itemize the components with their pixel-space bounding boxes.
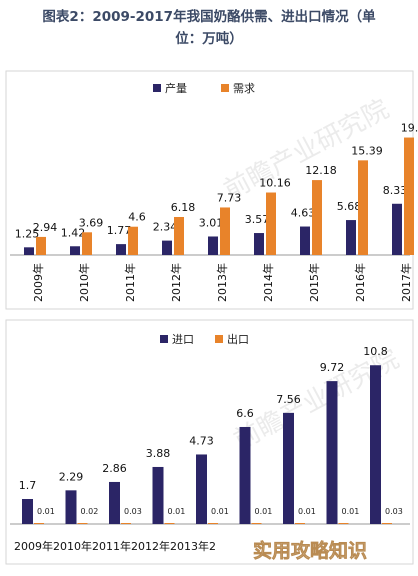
data-label-进口-2016年: 9.72 [320, 361, 345, 374]
data-label-产量-2014年: 3.57 [245, 213, 270, 226]
data-label-需求-2016年: 15.39 [351, 144, 383, 157]
legend-label-1: 需求 [233, 82, 255, 95]
data-label-出口-2014年: 0.01 [255, 507, 273, 516]
data-label-进口-2009年: 1.7 [19, 479, 37, 492]
bar-产量-2011年 [116, 244, 126, 255]
data-label-需求-2017年: 19.1 [401, 122, 418, 135]
legend-swatch-0 [153, 84, 161, 92]
data-label-进口-2013年: 4.73 [189, 434, 214, 447]
data-label-出口-2013年: 0.01 [211, 507, 229, 516]
bar-出口-2013年 [208, 523, 218, 524]
data-label-需求-2013年: 7.73 [217, 191, 242, 204]
legend2-label-1: 出口 [227, 332, 249, 346]
data-label-出口-2009年: 0.01 [37, 507, 55, 516]
bar-进口-2013年 [196, 454, 207, 524]
data-label-进口-2012年: 3.88 [146, 447, 171, 460]
data-label-产量-2017年: 8.33 [383, 184, 408, 197]
legend2-swatch-0 [160, 335, 168, 343]
bar-出口-2012年 [165, 523, 175, 524]
panel-1-frame [6, 71, 413, 309]
data-label-需求-2009年: 2.94 [33, 221, 58, 234]
x-tick-2009年: 2009年 [31, 263, 45, 302]
legend-swatch-1 [221, 84, 229, 92]
data-label-出口-2011年: 0.03 [124, 507, 142, 516]
data-label-进口-2011年: 2.86 [102, 462, 127, 475]
bar-需求-2010年 [82, 232, 92, 255]
bar-需求-2016年 [358, 160, 368, 255]
bar-需求-2013年 [220, 207, 230, 255]
data-label-产量-2013年: 3.01 [199, 216, 224, 229]
bar-需求-2014年 [266, 193, 276, 255]
data-label-出口-2012年: 0.01 [168, 507, 186, 516]
data-label-进口-2010年: 2.29 [59, 470, 84, 483]
x-tick-2017年: 2017年 [399, 263, 413, 302]
bar-需求-2015年 [312, 180, 322, 255]
x-tick-2012年: 2012年 [169, 263, 183, 302]
data-label-进口-2014年: 6.6 [236, 407, 254, 420]
bar-需求-2009年 [36, 237, 46, 255]
bar-进口-2015年 [283, 413, 294, 524]
bar-需求-2012年 [174, 217, 184, 255]
data-label-出口-2015年: 0.01 [298, 507, 316, 516]
data-label-出口-2016年: 0.01 [342, 507, 360, 516]
bar-产量-2014年 [254, 233, 264, 255]
x-tick-2010年: 2010年 [77, 263, 91, 302]
data-label-产量-2011年: 1.77 [107, 224, 132, 237]
bar-出口-2011年 [121, 523, 131, 524]
data-label-需求-2012年: 6.18 [171, 201, 196, 214]
x-tick-2015年: 2015年 [307, 263, 321, 302]
bar-进口-2012年 [153, 467, 164, 524]
bar-进口-2011年 [109, 482, 120, 524]
bar-出口-2017年 [382, 523, 392, 524]
data-label-需求-2010年: 3.69 [79, 216, 104, 229]
bar-产量-2012年 [162, 241, 172, 255]
data-label-出口-2010年: 0.02 [81, 507, 99, 516]
data-label-产量-2016年: 5.68 [337, 200, 362, 213]
data-label-进口-2017年: 10.8 [363, 345, 388, 358]
bar-需求-2017年 [404, 138, 414, 255]
data-label-进口-2015年: 7.56 [276, 393, 301, 406]
bar-产量-2017年 [392, 204, 402, 255]
bar-进口-2016年 [327, 381, 338, 524]
bar-进口-2014年 [240, 427, 251, 524]
data-label-产量-2012年: 2.34 [153, 221, 178, 234]
data-label-需求-2015年: 12.18 [305, 164, 337, 177]
bar-产量-2016年 [346, 220, 356, 255]
x-tick-2011年: 2011年 [123, 263, 137, 302]
bar-出口-2014年 [252, 523, 262, 524]
bar-出口-2009年 [34, 523, 44, 524]
bar-出口-2010年 [78, 523, 88, 524]
stamp-text: 实用攻略知识 [253, 539, 367, 562]
bar-进口-2009年 [22, 499, 33, 524]
data-label-产量-2015年: 4.63 [291, 207, 316, 220]
x-tick-2016年: 2016年 [353, 263, 367, 302]
bar-产量-2010年 [70, 246, 80, 255]
data-label-出口-2017年: 0.03 [385, 507, 403, 516]
x-tick-row-2: 2009年2010年2011年2012年2013年2 [14, 539, 216, 553]
x-tick-2013年: 2013年 [215, 263, 229, 302]
bar-出口-2015年 [295, 523, 305, 524]
bar-产量-2013年 [208, 236, 218, 255]
bar-产量-2015年 [300, 227, 310, 255]
legend2-swatch-1 [215, 335, 223, 343]
bar-需求-2011年 [128, 227, 138, 255]
data-label-需求-2014年: 10.16 [259, 177, 291, 190]
legend-label-0: 产量 [165, 81, 187, 95]
bar-进口-2010年 [66, 490, 77, 524]
data-label-需求-2011年: 4.6 [128, 211, 146, 224]
bar-出口-2016年 [339, 523, 349, 524]
bar-进口-2017年 [370, 365, 381, 524]
bar-产量-2009年 [24, 247, 34, 255]
legend2-label-0: 进口 [172, 333, 194, 346]
x-tick-2014年: 2014年 [261, 263, 275, 302]
